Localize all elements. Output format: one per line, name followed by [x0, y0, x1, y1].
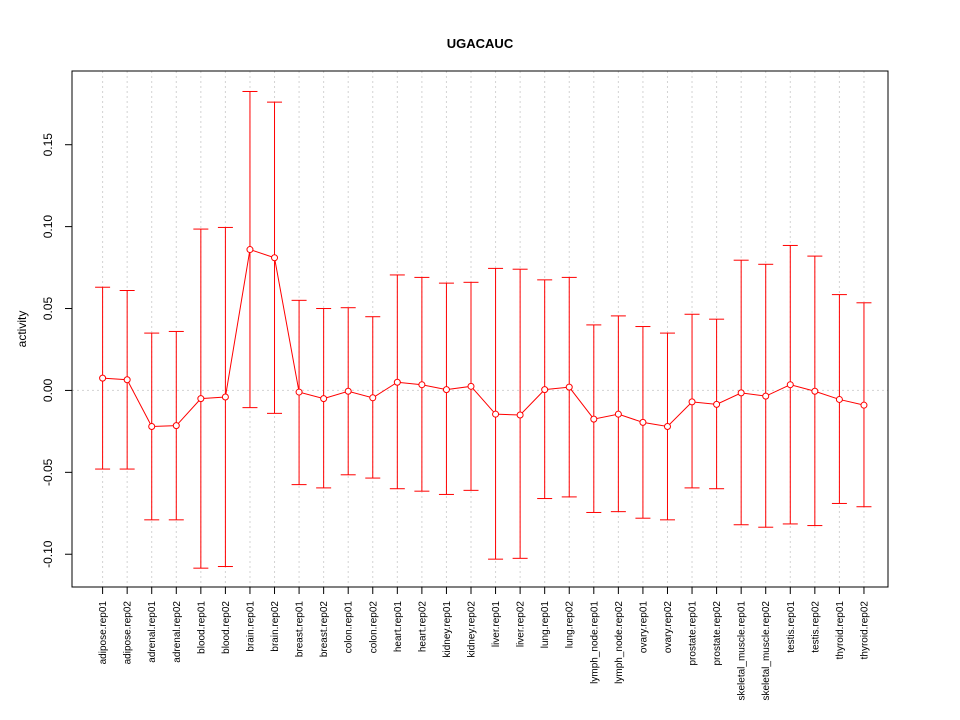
y-axis-label: activity — [15, 311, 29, 348]
data-point — [713, 400, 721, 408]
x-tick-label: heart.rep01 — [393, 601, 404, 653]
x-tick-label: kidney.rep01 — [442, 601, 453, 658]
x-tick-label: liver.rep01 — [491, 601, 502, 648]
x-tick-label: skeletal_muscle.rep02 — [761, 601, 772, 701]
x-tick-label: adrenal.rep01 — [147, 601, 158, 663]
x-tick-label: lung.rep02 — [565, 601, 576, 649]
data-point — [639, 418, 647, 426]
data-point — [590, 415, 598, 423]
x-tick-label: brain.rep02 — [270, 601, 281, 652]
data-point — [246, 246, 254, 254]
x-tick-label: lymph_node.rep02 — [614, 601, 625, 684]
x-tick-label: brain.rep01 — [245, 601, 256, 652]
data-point — [197, 395, 205, 403]
x-tick-label: breast.rep01 — [295, 601, 306, 658]
data-point — [565, 383, 573, 391]
plot-frame — [71, 70, 889, 588]
data-point — [172, 422, 180, 430]
data-point — [221, 393, 229, 401]
series-line — [102, 248, 865, 428]
chart-title: UGACAUC — [447, 36, 514, 51]
data-point — [442, 386, 450, 394]
x-tick-label: lymph_node.rep01 — [589, 601, 600, 684]
data-point — [614, 410, 622, 418]
x-tick-label: thyroid.rep02 — [859, 601, 870, 660]
data-point — [835, 395, 843, 403]
data-point — [467, 382, 475, 390]
data-point — [418, 381, 426, 389]
x-tick-label: colon.rep02 — [368, 601, 379, 654]
data-point — [123, 376, 131, 384]
x-tick-label: adrenal.rep02 — [172, 601, 183, 663]
data-point — [492, 410, 500, 418]
data-point — [295, 388, 303, 396]
x-tick-label: prostate.rep01 — [688, 601, 699, 666]
data-point — [148, 422, 156, 430]
data-point — [541, 386, 549, 394]
x-tick-label: kidney.rep02 — [467, 601, 478, 658]
x-tick-label: testis.rep02 — [810, 601, 821, 653]
x-tick-label: blood.rep02 — [221, 601, 232, 654]
x-tick-label: thyroid.rep01 — [835, 601, 846, 660]
x-tick-label: adipose.rep02 — [123, 601, 134, 665]
y-tick-label: 0.15 — [41, 133, 55, 157]
data-point — [860, 401, 868, 409]
x-tick-label: lung.rep01 — [540, 601, 551, 649]
x-tick-label: blood.rep01 — [196, 601, 207, 654]
y-tick-label: 0.00 — [41, 378, 55, 402]
x-tick-label: breast.rep02 — [319, 601, 330, 658]
data-point — [320, 395, 328, 403]
data-point — [786, 381, 794, 389]
axes: -0.10 -0.05 0.00 0.05 0.10 0.15 adipose.rep01 a… — [41, 133, 870, 701]
y-tick-label: -0.10 — [41, 540, 55, 568]
x-tick-label: prostate.rep02 — [712, 601, 723, 666]
data-point — [369, 394, 377, 402]
data-point — [393, 378, 401, 386]
data-point — [688, 398, 696, 406]
data-point — [271, 254, 279, 262]
data-point — [762, 392, 770, 400]
data-point — [344, 387, 352, 395]
x-tick-label: heart.rep02 — [417, 601, 428, 653]
y-tick-label: 0.05 — [41, 297, 55, 321]
y-tick-label: -0.05 — [41, 458, 55, 486]
x-tick-label: adipose.rep01 — [98, 601, 109, 665]
x-tick-label: liver.rep02 — [516, 601, 527, 648]
data-point — [737, 389, 745, 397]
x-tick-label: ovary.rep01 — [638, 601, 649, 654]
data-point — [516, 411, 524, 419]
x-tick-label: testis.rep01 — [786, 601, 797, 653]
data-point — [663, 422, 671, 430]
data-series — [95, 90, 872, 569]
x-tick-label: skeletal_muscle.rep01 — [737, 601, 748, 701]
y-tick-label: 0.10 — [41, 215, 55, 239]
data-point — [99, 374, 107, 382]
data-point — [811, 387, 819, 395]
x-tick-label: colon.rep01 — [344, 601, 355, 654]
x-tick-label: ovary.rep02 — [663, 601, 674, 654]
